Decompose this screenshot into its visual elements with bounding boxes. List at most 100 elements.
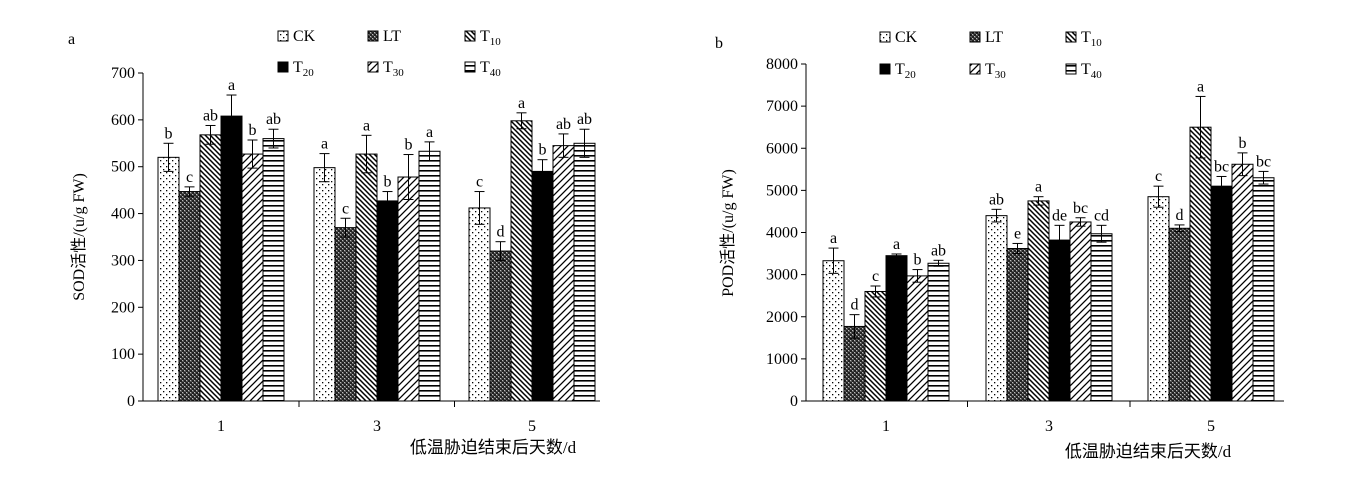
bar-LT-3 — [1006, 248, 1029, 402]
legend-swatch-T30 — [367, 61, 379, 73]
error-bar-T10-5 — [1195, 95, 1206, 159]
bar-T40-1 — [262, 138, 285, 402]
error-bar-T10-3 — [361, 134, 372, 174]
legend-label-T20: T20 — [293, 59, 314, 79]
error-bar-CK-5 — [474, 191, 485, 225]
significance-letter: b — [165, 125, 173, 142]
legend-label-T30: T30 — [985, 61, 1006, 81]
legend-label-T40: T40 — [480, 59, 501, 79]
significance-letter: de — [1052, 207, 1067, 224]
legend-swatch-T20 — [879, 63, 891, 75]
bar-T10-3 — [355, 153, 378, 402]
bar-T20-3 — [376, 200, 399, 402]
y-axis-label: SOD活性/(u/g FW) — [70, 173, 88, 301]
x-tick-label: 1 — [217, 418, 225, 435]
significance-letter: b — [1239, 135, 1247, 152]
bar-LT-5 — [1168, 227, 1191, 402]
error-bar-CK-3 — [319, 153, 330, 183]
bar-LT-1 — [178, 191, 201, 402]
significance-letter: c — [342, 200, 349, 217]
x-tick-label: 1 — [882, 418, 890, 435]
y-tick-label: 200 — [111, 299, 135, 316]
error-bar-LT-1 — [184, 186, 195, 197]
legend-swatch-T30 — [969, 63, 981, 75]
bar-T30-1 — [906, 275, 929, 402]
error-bar-T30-3 — [1075, 217, 1086, 227]
significance-letter: d — [1176, 207, 1184, 224]
significance-letter: bc — [1073, 200, 1088, 217]
significance-letter: ab — [989, 191, 1004, 208]
bar-T30-5 — [552, 145, 575, 402]
bar-CK-3 — [313, 167, 336, 402]
significance-letter: ab — [266, 111, 281, 128]
significance-letter: b — [539, 142, 547, 159]
legend-label-T10: T10 — [480, 28, 501, 48]
y-axis-label: POD活性/(u/g FW) — [719, 169, 737, 297]
y-tick-label: 7000 — [766, 98, 798, 115]
y-tick-label: 4000 — [766, 225, 798, 242]
bar-T20-5 — [531, 170, 554, 402]
significance-letter: a — [228, 77, 235, 94]
panel-label: a — [68, 31, 75, 48]
legend-label-T40: T40 — [1081, 61, 1102, 81]
legend-swatch-T40 — [1065, 63, 1077, 75]
y-tick-label: 6000 — [766, 140, 798, 157]
bar-T30-1 — [241, 153, 264, 402]
error-bar-T40-3 — [424, 141, 435, 162]
error-bar-T40-5 — [1258, 170, 1269, 185]
error-bar-T10-3 — [1033, 196, 1044, 206]
bar-T40-5 — [1252, 177, 1275, 402]
significance-letter: b — [405, 137, 413, 154]
y-tick-label: 600 — [111, 112, 135, 129]
bar-T30-3 — [1069, 221, 1092, 402]
x-tick-label: 3 — [1045, 418, 1053, 435]
legend-label-CK: CK — [895, 29, 918, 46]
error-bar-T30-5 — [1237, 152, 1248, 177]
y-tick-label: 700 — [111, 65, 135, 82]
error-bar-T20-3 — [1054, 224, 1065, 256]
bar-T10-1 — [864, 290, 887, 402]
x-axis-label: 低温胁迫结束后天数/d — [1065, 442, 1232, 461]
legend-label-LT: LT — [383, 28, 401, 45]
bar-T20-5 — [1210, 185, 1233, 402]
bar-CK-1 — [822, 260, 845, 402]
significance-letter: a — [830, 230, 837, 247]
significance-letter: bc — [1256, 153, 1271, 170]
error-bar-T20-5 — [537, 159, 548, 184]
error-bar-CK-1 — [828, 247, 839, 274]
y-tick-label: 100 — [111, 346, 135, 363]
legend-swatch-T10 — [464, 30, 476, 42]
legend-label-T10: T10 — [1081, 29, 1102, 49]
legend-swatch-CK — [879, 31, 891, 43]
bar-LT-3 — [334, 227, 357, 402]
significance-letter: ab — [203, 107, 218, 124]
error-bar-LT-1 — [849, 314, 860, 339]
legend-swatch-CK — [277, 30, 289, 42]
error-bar-T30-5 — [558, 133, 569, 158]
legend-swatch-LT — [969, 31, 981, 43]
significance-letter: d — [851, 297, 859, 314]
significance-letter: b — [249, 122, 257, 139]
bar-T10-1 — [199, 134, 222, 402]
y-tick-label: 3000 — [766, 267, 798, 284]
bar-T30-3 — [397, 176, 420, 402]
bar-T40-3 — [1090, 233, 1113, 402]
error-bar-T30-1 — [247, 139, 258, 169]
y-tick-label: 300 — [111, 252, 135, 269]
bar-CK-1 — [157, 156, 180, 402]
significance-letter: ab — [577, 111, 592, 128]
significance-letter: e — [1014, 225, 1021, 242]
bar-T40-5 — [573, 142, 596, 402]
significance-letter: ab — [931, 242, 946, 259]
legend-swatch-T40 — [464, 61, 476, 73]
bar-T10-5 — [1189, 126, 1212, 402]
significance-letter: b — [384, 174, 392, 191]
error-bar-T10-1 — [870, 285, 881, 298]
significance-letter: b — [914, 252, 922, 269]
x-tick-label: 5 — [1207, 418, 1215, 435]
error-bar-T40-5 — [579, 128, 590, 158]
significance-letter: a — [321, 136, 328, 153]
error-bar-T10-5 — [516, 112, 527, 130]
error-bar-LT-3 — [1012, 242, 1023, 255]
